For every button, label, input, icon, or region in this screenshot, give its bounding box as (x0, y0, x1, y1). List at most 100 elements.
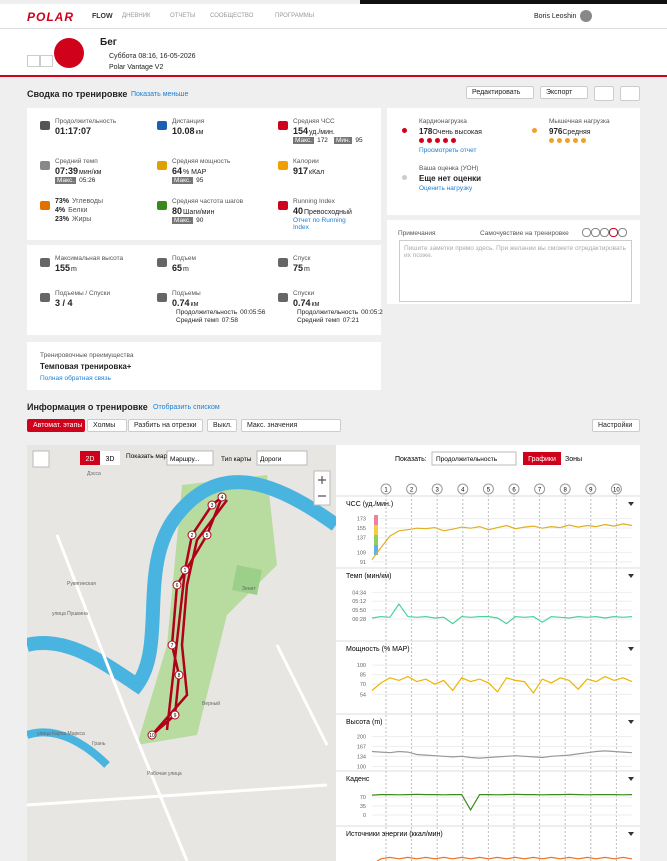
y-tick-label: 06:28 (352, 617, 366, 623)
load-link[interactable]: Оценить нагрузку (419, 185, 473, 192)
lap-marker (172, 580, 182, 590)
sport-icon (54, 38, 84, 68)
map[interactable]: 1 2 3 4 5 6 7 8 9 10 Дэсса Рувягинская улица Пушкина… (27, 445, 336, 861)
series-line (371, 602, 633, 625)
feeling-face[interactable] (600, 228, 609, 237)
section-title: Сводка по тренировке (27, 89, 128, 99)
lap-circle (457, 483, 469, 495)
y-tick-label: 109 (357, 550, 366, 556)
benefit-link[interactable]: Полная обратная связь (40, 375, 111, 382)
next[interactable] (40, 55, 53, 67)
unit: км (190, 301, 199, 308)
toolbar-button[interactable]: Выкл. (207, 419, 237, 432)
panel-title: Высота (m) (346, 719, 382, 726)
feeling-face[interactable] (618, 228, 627, 237)
stat-icon (40, 161, 50, 170)
export-button[interactable]: Экспорт (540, 86, 588, 99)
zone-strip (374, 545, 378, 555)
charts: Показать: Продолжительность Графики Зоны 1 2 3… (336, 445, 640, 861)
feeling-face[interactable] (591, 228, 600, 237)
toolbar-button[interactable]: Разбить на отрезки (128, 419, 203, 432)
panel-menu (628, 832, 634, 836)
load-link[interactable]: Просмотреть отчет (419, 147, 477, 154)
lap-marker-label: 6 (176, 583, 179, 589)
lap-circle (406, 483, 418, 495)
y-tick-label: 0 (363, 813, 366, 819)
load-card (387, 108, 640, 215)
toolbar-button[interactable]: Макс. значения (241, 419, 341, 432)
nav-item[interactable]: ОТЧЕТЫ (170, 13, 196, 19)
map-label: Рувягинская (67, 581, 96, 587)
load-level (557, 138, 562, 143)
y-tick-label: 70 (360, 795, 366, 801)
load-value: Еще нет оценки (419, 174, 481, 183)
lap-marker (187, 530, 197, 540)
detail-value: 07:58 (221, 317, 239, 324)
panel-menu (628, 574, 634, 578)
toolbar-button[interactable]: Холмы (87, 419, 127, 432)
list-link[interactable]: Отобразить списком (153, 404, 220, 411)
user-name[interactable]: Boris Leoshin (534, 13, 577, 20)
lap-circle (585, 483, 597, 495)
datetime: Суббота 08:16, 16-05-2026 (109, 53, 196, 60)
roads-label: Дороги (260, 456, 282, 463)
sport: Бег (100, 37, 117, 48)
lap-label: 6 (512, 488, 516, 494)
stat-label: Калории (293, 158, 319, 165)
load-dot (532, 128, 537, 133)
value: 80 (172, 206, 183, 216)
stat-label: Running Index (293, 198, 335, 205)
map-label: Верный (202, 700, 220, 707)
unit: % MAP (183, 169, 207, 176)
lap-circle (380, 483, 392, 495)
stat-icon (278, 201, 288, 210)
value: 75 (293, 263, 304, 273)
stat-label: Подъем (172, 255, 196, 262)
settings-button[interactable]: Настройки (592, 419, 640, 432)
series-line (371, 523, 633, 561)
detail-label: Продолжительность (176, 309, 238, 316)
feeling-face[interactable] (582, 228, 591, 237)
mode-2d-label: 2D (86, 456, 95, 463)
nav-item[interactable]: СООБЩЕСТВО (210, 13, 254, 19)
macro-line: 4% Белки (55, 207, 87, 214)
feeling-face[interactable] (609, 228, 618, 237)
notes-input[interactable]: Пишите заметки прямо здесь. При желании … (399, 240, 632, 302)
panel-menu (628, 720, 634, 724)
y-tick-label: 155 (357, 526, 366, 532)
y-tick-label: 85 (360, 673, 366, 679)
toolbar-button[interactable]: Автомат. этапы (27, 419, 85, 432)
panel-title: Источники энергии (ккал/мин) (346, 831, 443, 838)
stat-link[interactable]: Отчет по Running Index (293, 217, 346, 231)
edit-button[interactable]: Редактировать (466, 86, 534, 99)
map-label: улица Пушкина (52, 611, 88, 617)
map-label: Рабочая улица (147, 771, 182, 777)
value: 154 (293, 126, 309, 136)
delete-button[interactable] (620, 86, 640, 101)
extra-value: 90 (196, 217, 204, 224)
load-dot (402, 175, 407, 180)
share-button[interactable] (594, 86, 614, 101)
nav-item[interactable]: ДНЕВНИК (122, 13, 151, 19)
stat-label: Максимальная высота (55, 255, 124, 262)
graphs-button (523, 452, 561, 465)
value: 155 (55, 263, 71, 273)
unit: Средняя (562, 129, 591, 136)
lap-circle (534, 483, 546, 495)
river (27, 728, 110, 768)
lap-marker-label: 1 (184, 568, 187, 574)
toggle-link[interactable]: Показать меньше (131, 91, 189, 98)
macro-value: 23% (55, 216, 70, 223)
lap-label: 5 (487, 488, 491, 494)
detail-value: 00:05:56 (240, 309, 266, 316)
stat-label: Дистанция (172, 118, 205, 125)
panel-title: Мощность (% MAP) (346, 646, 410, 653)
value: 10.08 (172, 126, 195, 136)
stat-icon (40, 293, 50, 302)
prev[interactable] (27, 55, 40, 67)
zone-strip (374, 515, 378, 525)
map-label: Дэсса (87, 471, 101, 477)
extra-value: 95 (196, 177, 204, 184)
nav-item[interactable]: ПРОГРАММЫ (275, 13, 315, 19)
header (0, 29, 667, 77)
